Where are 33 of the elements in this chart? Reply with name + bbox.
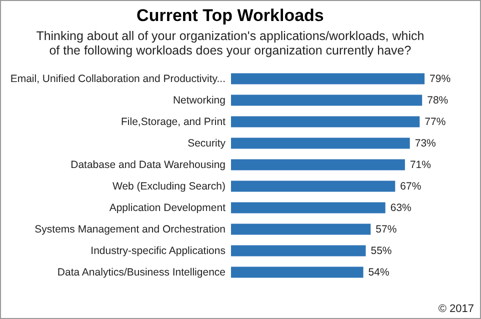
y-tick-label: Industry-specific Applications (90, 244, 226, 257)
data-label: 55% (370, 244, 392, 257)
text: © 2017 (438, 303, 474, 315)
chart-subtitle: Thinking about all of your organization's applications/workloads, which of the following workloads does your organization currently have? (36, 29, 424, 58)
bar (231, 180, 396, 192)
data-label: 63% (390, 202, 412, 214)
data-label: 77% (424, 116, 446, 128)
bar (231, 266, 364, 278)
y-tick-label: Email, Unified Collaboration and Productivity... (10, 72, 226, 85)
y-tick-label: Web (Excluding Search) (112, 180, 226, 192)
bar (231, 94, 422, 106)
y-tick-label: File,Storage, and Print (121, 116, 226, 128)
y-tick-label: Systems Management and Orchestration (34, 223, 226, 236)
y-tick-label: Networking (172, 94, 226, 106)
data-label: 79% (430, 72, 451, 85)
y-tick-label: Security (188, 137, 226, 150)
data-label: 67% (400, 180, 422, 192)
chart-title: Current Top Workloads (136, 6, 324, 25)
bar (231, 116, 420, 128)
bar (231, 224, 371, 235)
y-tick-label: Database and Data Warehousing (70, 158, 226, 171)
y-tick-label: Data Analytics/Business Intelligence (57, 266, 226, 278)
data-label: 73% (414, 137, 436, 150)
bar (231, 138, 410, 149)
bar (231, 245, 366, 256)
bar (231, 159, 405, 170)
y-tick-label: Application Development (109, 202, 226, 214)
data-label: 78% (427, 94, 448, 106)
data-label: 54% (368, 266, 390, 278)
data-label: 71% (410, 158, 431, 171)
data-label: 57% (376, 223, 397, 236)
bar (231, 73, 425, 84)
bar (231, 202, 386, 214)
